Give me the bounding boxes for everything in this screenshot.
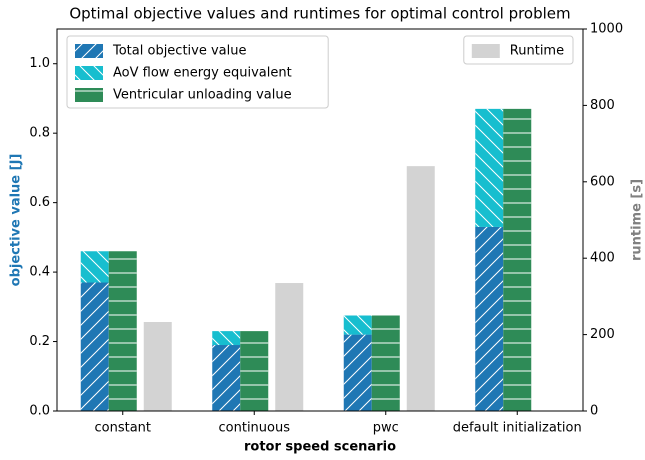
bar-hatch [80, 282, 109, 411]
bar-hatch [343, 334, 372, 411]
y2-tick-label: 200 [590, 327, 615, 342]
y2-tick-label: 800 [590, 98, 615, 113]
y2-tick-label: 1000 [590, 22, 623, 37]
bar-hatch [371, 315, 400, 411]
chart-title: Optimal objective values and runtimes fo… [69, 5, 570, 23]
bar-hatch [80, 251, 109, 283]
bar-hatch [212, 331, 241, 346]
legend-box [66, 35, 329, 109]
y2-axis-label: runtime [s] [630, 179, 645, 261]
bar [275, 283, 304, 411]
x-tick-label: default initialization [453, 421, 582, 436]
legend-swatch [471, 44, 500, 58]
legend-hatch [75, 66, 103, 80]
bar-hatch [343, 315, 372, 335]
y-tick-label: 0.6 [29, 195, 50, 210]
y-tick-label: 1.0 [29, 56, 50, 71]
legend-label: Runtime [510, 44, 564, 59]
bar-hatch [212, 345, 241, 411]
legend-hatch [75, 88, 103, 102]
y-axis-label: objective value [J] [9, 154, 24, 287]
y-tick-label: 0.2 [29, 334, 50, 349]
legend-hatch [75, 44, 103, 58]
y-tick-label: 0.4 [29, 265, 50, 280]
y2-tick-label: 0 [590, 404, 598, 419]
y-tick-label: 0.0 [29, 404, 50, 419]
y2-tick-label: 600 [590, 174, 615, 189]
y2-tick-label: 400 [590, 251, 615, 266]
bar [406, 166, 435, 411]
x-axis-label: rotor speed scenario [244, 440, 396, 455]
bar-hatch [475, 108, 504, 227]
legend-label: AoV flow energy equivalent [113, 66, 292, 81]
x-tick-label: continuous [219, 421, 291, 436]
bar-hatch [503, 108, 532, 411]
bar-hatch [240, 331, 269, 411]
bar-hatch [475, 226, 504, 411]
bar [143, 321, 172, 411]
bar-hatch [108, 251, 137, 411]
legend-label: Total objective value [112, 44, 247, 59]
plot-frame [56, 28, 584, 412]
x-tick-label: pwc [373, 421, 399, 436]
y-tick-label: 0.8 [29, 126, 50, 141]
x-tick-label: constant [94, 421, 151, 436]
legend-label: Ventricular unloading value [113, 88, 292, 103]
